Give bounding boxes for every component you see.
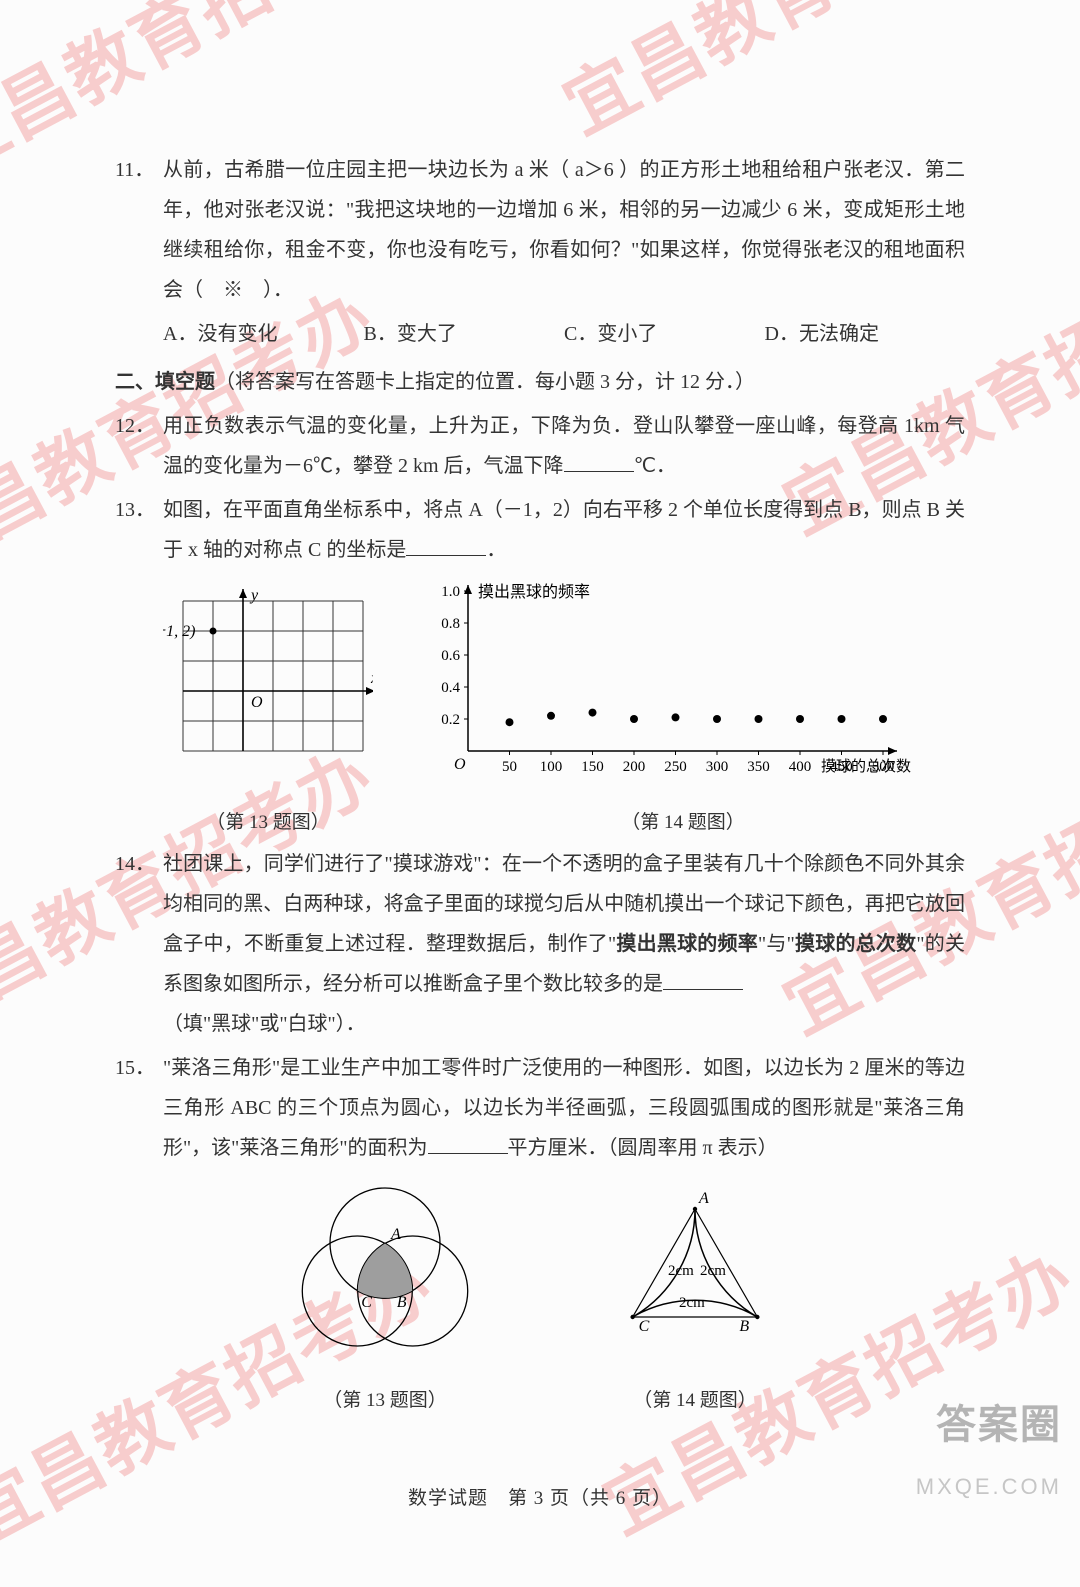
svg-text:200: 200: [623, 759, 646, 775]
figure-15a: A B C: [275, 1174, 495, 1364]
question-11: 11． 从前，古希腊一位庄园主把一块边长为 a 米（ a＞6 ）的正方形土地租给…: [115, 150, 965, 310]
q13-number: 13．: [115, 490, 163, 530]
section-2-heading: 二、填空题（将答案写在答题卡上指定的位置．每小题 3 分，计 12 分．）: [115, 362, 965, 402]
svg-text:0.4: 0.4: [441, 680, 460, 696]
q13-blank: [406, 538, 486, 556]
svg-text:A: A: [698, 1190, 709, 1207]
svg-text:摸出黑球的频率: 摸出黑球的频率: [478, 583, 590, 601]
svg-text:0.8: 0.8: [441, 616, 460, 632]
figure-15a-caption: （第 13 题图）: [275, 1382, 495, 1420]
svg-text:250: 250: [664, 759, 687, 775]
figure-14: 0.20.40.60.81.05010015020025030035040045…: [413, 576, 913, 786]
figure-row-2: A B C （第 13 题图） A B C 2cm 2cm 2cm （第 14 题图）: [115, 1174, 965, 1420]
section-2-title: 二、填空题: [115, 371, 215, 393]
svg-text:350: 350: [747, 759, 770, 775]
q11-opt-b: B．变大了: [364, 314, 565, 354]
svg-text:y: y: [249, 587, 259, 604]
q12-text-b: ℃．: [634, 455, 676, 477]
page-content: 11． 从前，古希腊一位庄园主把一块边长为 a 米（ a＞6 ）的正方形土地租给…: [0, 0, 1080, 1527]
q15-text: "莱洛三角形"是工业生产中加工零件时广泛使用的一种图形．如图，以边长为 2 厘米…: [163, 1048, 965, 1168]
figure-13-caption: （第 13 题图）: [163, 804, 373, 842]
svg-text:100: 100: [540, 759, 563, 775]
svg-text:1.0: 1.0: [441, 584, 460, 600]
q13-text: 如图，在平面直角坐标系中，将点 A（－1，2）向右平移 2 个单位长度得到点 B…: [163, 490, 965, 570]
q11-opt-d: D．无法确定: [765, 314, 966, 354]
figure-14-wrap: 0.20.40.60.81.05010015020025030035040045…: [413, 576, 913, 842]
svg-text:O: O: [251, 694, 263, 711]
q14-mid: "与": [758, 933, 795, 955]
q12-blank: [564, 454, 634, 472]
svg-text:2cm: 2cm: [668, 1263, 694, 1279]
svg-text:150: 150: [581, 759, 604, 775]
svg-text:C: C: [639, 1318, 650, 1335]
q11-number: 11．: [115, 150, 163, 190]
q11-body: 从前，古希腊一位庄园主把一块边长为 a 米（ a＞6 ）的正方形土地租给租户张老…: [163, 159, 965, 301]
svg-text:2cm: 2cm: [679, 1295, 705, 1311]
figure-15b-caption: （第 14 题图）: [585, 1382, 805, 1420]
q11-text: 从前，古希腊一位庄园主把一块边长为 a 米（ a＞6 ）的正方形土地租给租户张老…: [163, 150, 965, 310]
figure-15b: A B C 2cm 2cm 2cm: [585, 1174, 805, 1364]
q15-blank: [428, 1136, 508, 1154]
svg-text:B: B: [739, 1318, 749, 1335]
figure-13-wrap: Ox y A(－1, 2) （第 13 题图）: [163, 586, 373, 842]
svg-text:50: 50: [502, 759, 517, 775]
question-12: 12． 用正负数表示气温的变化量，上升为正，下降为负．登山队攀登一座山峰，每登高…: [115, 406, 965, 486]
svg-text:400: 400: [789, 759, 812, 775]
figure-15b-wrap: A B C 2cm 2cm 2cm （第 14 题图）: [585, 1174, 805, 1420]
svg-text:x: x: [370, 670, 373, 687]
q13-text-b: ．: [486, 539, 506, 561]
q14-c: （填"黑球"或"白球"）．: [163, 1013, 366, 1035]
svg-text:0.6: 0.6: [441, 648, 460, 664]
q15-b: 平方厘米．（圆周率用 π 表示）: [508, 1137, 778, 1159]
q12-text: 用正负数表示气温的变化量，上升为正，下降为负．登山队攀登一座山峰，每登高 1km…: [163, 406, 965, 486]
figure-14-caption: （第 14 题图）: [453, 804, 913, 842]
svg-text:O: O: [454, 756, 466, 773]
question-13: 13． 如图，在平面直角坐标系中，将点 A（－1，2）向右平移 2 个单位长度得…: [115, 490, 965, 570]
svg-text:A: A: [390, 1226, 401, 1243]
svg-text:B: B: [397, 1294, 407, 1311]
q14-bold1: 摸出黑球的频率: [616, 933, 758, 955]
q14-number: 14．: [115, 844, 163, 884]
figure-13: Ox y A(－1, 2): [163, 586, 373, 786]
svg-text:C: C: [361, 1294, 372, 1311]
question-14: 14． 社团课上，同学们进行了"摸球游戏"：在一个不透明的盒子里装有几十个除颜色…: [115, 844, 965, 1044]
page-footer: 数学试题 第 3 页（共 6 页）: [115, 1480, 965, 1518]
q14-blank: [663, 972, 743, 990]
q13-text-a: 如图，在平面直角坐标系中，将点 A（－1，2）向右平移 2 个单位长度得到点 B…: [163, 499, 965, 561]
svg-text:2cm: 2cm: [700, 1263, 726, 1279]
svg-text:A(－1, 2): A(－1, 2): [163, 623, 195, 640]
question-15: 15． "莱洛三角形"是工业生产中加工零件时广泛使用的一种图形．如图，以边长为 …: [115, 1048, 965, 1168]
section-2-note: （将答案写在答题卡上指定的位置．每小题 3 分，计 12 分．）: [215, 371, 755, 393]
svg-text:摸球的总次数: 摸球的总次数: [821, 758, 911, 775]
svg-text:300: 300: [706, 759, 729, 775]
q11-opt-c: C．变小了: [564, 314, 765, 354]
q12-number: 12．: [115, 406, 163, 446]
q14-bold2: 摸球的总次数: [795, 933, 917, 955]
q11-opt-a: A．没有变化: [163, 314, 364, 354]
figure-row-1: Ox y A(－1, 2) （第 13 题图） 0.2 0.4 0.6 0.8 1.0 50 1…: [163, 576, 965, 842]
q11-options: A．没有变化 B．变大了 C．变小了 D．无法确定: [115, 314, 965, 354]
svg-text:0.2: 0.2: [441, 712, 460, 728]
figure-15a-wrap: A B C （第 13 题图）: [275, 1174, 495, 1420]
q15-number: 15．: [115, 1048, 163, 1088]
q14-text: 社团课上，同学们进行了"摸球游戏"：在一个不透明的盒子里装有几十个除颜色不同外其…: [163, 844, 965, 1044]
